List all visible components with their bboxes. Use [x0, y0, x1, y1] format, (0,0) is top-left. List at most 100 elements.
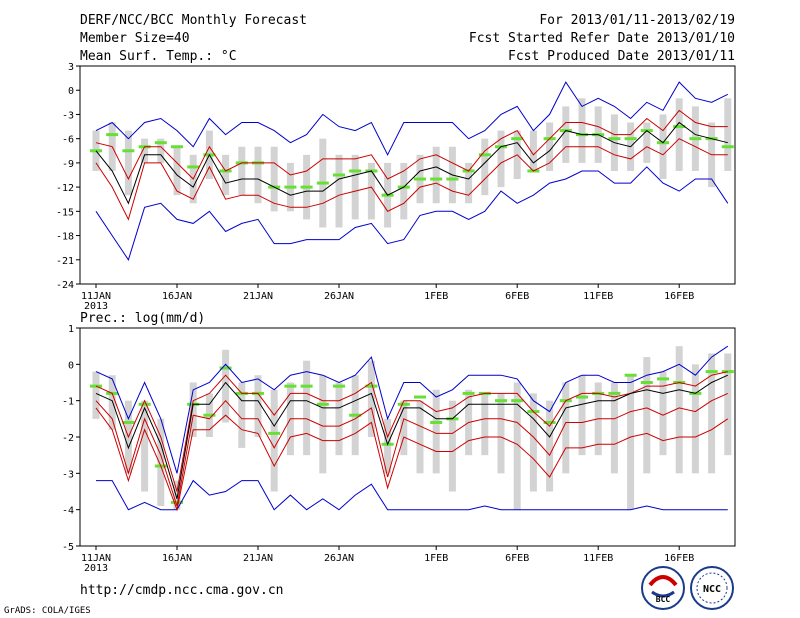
precip-x-tick-label: 1FEB	[424, 553, 448, 564]
precip-member-bar	[416, 400, 424, 474]
bcc-logo-ring	[641, 566, 685, 610]
temp-member-tick	[316, 181, 329, 185]
precip-member-bar	[659, 371, 667, 456]
precip-member-tick	[397, 402, 410, 406]
precip-member-bar	[222, 349, 230, 423]
precip-member-bar	[513, 382, 521, 510]
temp-member-tick	[171, 145, 183, 149]
precip-x-tick-label: 6FEB	[505, 553, 529, 564]
bcc-logo: BCC	[641, 566, 685, 610]
temp-y-tick-label: 0	[68, 86, 74, 97]
precip-member-tick	[300, 384, 313, 388]
grads-credit: GrADS: COLA/IGES	[4, 606, 91, 616]
precip-member-tick	[316, 402, 329, 406]
precip-series-lower	[95, 392, 729, 507]
precip-member-tick	[122, 420, 135, 424]
precip-member-bar	[400, 400, 408, 456]
precip-member-tick	[640, 381, 653, 384]
precip-member-tick	[608, 391, 621, 395]
precip-member-bars	[92, 346, 732, 510]
temp-member-bar	[497, 130, 505, 188]
temp-member-tick	[90, 149, 102, 153]
precip-member-bar	[627, 375, 635, 510]
variable-label: Mean Surf. Temp.: °C	[80, 49, 237, 64]
temp-x-tick-label: 21JAN	[243, 291, 273, 302]
precip-x-tick-label: 26JAN	[324, 553, 354, 564]
precip-plot-frame	[79, 327, 736, 547]
temp-member-bar	[157, 138, 165, 163]
precip-member-bar	[562, 382, 570, 474]
precip-member-bar	[675, 346, 683, 474]
source-url[interactable]: http://cmdp.ncc.cma.gov.cn	[80, 583, 284, 598]
temp-member-bar	[173, 146, 181, 196]
temp-member-tick	[721, 145, 734, 149]
precip-member-bar	[141, 400, 149, 492]
temp-member-tick	[414, 177, 426, 181]
precip-series-lower-alt	[95, 407, 729, 512]
temp-member-bar	[659, 114, 667, 180]
member-size: Member Size=40	[80, 31, 190, 46]
precip-member-bar	[546, 400, 554, 492]
precip-series-max	[95, 345, 729, 474]
precip-member-bar	[708, 353, 716, 474]
precip-x-year-label: 2013	[84, 563, 108, 574]
precip-x-tick-label: 21JAN	[243, 553, 273, 564]
temp-y-tick-label: 3	[68, 62, 74, 73]
precip-member-bar	[448, 400, 456, 492]
temperature-member-bars	[92, 98, 732, 228]
start-date: Fcst Started Refer Date 2013/01/10	[469, 31, 735, 46]
precip-member-bar	[367, 360, 375, 437]
precip-member-tick	[657, 377, 669, 381]
header-title: DERF/NCC/BCC Monthly Forecast	[80, 13, 307, 28]
precip-member-tick	[284, 384, 297, 388]
precip-member-bar	[529, 393, 537, 492]
temp-y-tick-label: -12	[56, 183, 74, 194]
temp-member-tick	[430, 177, 443, 181]
precip-y-tick-label: -3	[62, 469, 74, 480]
temp-member-tick	[624, 137, 637, 141]
temperature-lines	[95, 81, 729, 261]
precip-member-tick	[462, 391, 475, 395]
precip-member-tick	[138, 402, 151, 406]
temp-member-bar	[675, 98, 683, 171]
precip-member-bar	[432, 389, 440, 474]
precip-member-bar	[254, 375, 262, 437]
ncc-logo-inner-ring	[696, 572, 728, 604]
precip-series-mean	[95, 374, 729, 499]
temperature-y-axis: 3 0 -3 -6 -9 -12 -15 -18 -21 -24	[56, 62, 80, 291]
temp-x-tick-label: 16JAN	[162, 291, 192, 302]
temp-member-bar	[238, 146, 246, 196]
temp-member-tick	[333, 173, 345, 177]
temp-member-bar	[465, 162, 473, 204]
temp-member-bar	[432, 146, 440, 204]
temp-member-tick	[300, 185, 313, 189]
temp-member-bar	[578, 98, 586, 163]
temp-y-tick-label: -21	[56, 256, 74, 267]
temp-x-tick-label: 1FEB	[424, 291, 448, 302]
bcc-logo-swirl-blue	[651, 590, 675, 598]
temp-member-bar	[643, 122, 651, 163]
bcc-logo-swirl-red	[648, 575, 678, 587]
temp-y-tick-label: -24	[56, 280, 74, 291]
precip-member-tick	[203, 413, 216, 417]
precip-y-tick-label: 0	[68, 360, 74, 371]
temp-y-tick-label: -15	[56, 207, 74, 218]
precip-x-tick-label: 16FEB	[664, 553, 694, 564]
precip-member-tick	[705, 370, 718, 374]
precip-y-axis: 1 0 -1 -2 -3 -4 -5	[62, 324, 80, 553]
temp-series-max	[95, 81, 729, 156]
temp-y-tick-label: -3	[62, 110, 74, 121]
precip-member-bar	[497, 393, 505, 474]
precip-x-tick-label: 11FEB	[583, 553, 613, 564]
temp-member-tick	[106, 133, 119, 137]
temp-member-bar	[546, 122, 554, 171]
produced-date: Fcst Produced Date 2013/01/11	[508, 49, 735, 64]
precip-member-bar	[335, 382, 343, 456]
precip-member-bar	[610, 382, 618, 474]
temp-member-bar	[529, 130, 537, 171]
precip-member-bar	[238, 382, 246, 448]
